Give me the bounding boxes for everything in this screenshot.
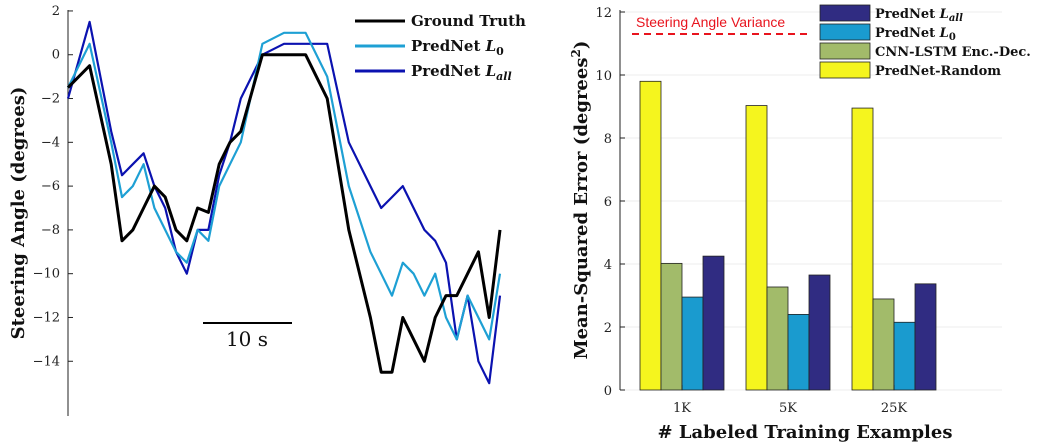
right-x-ticks: 1K 5K 25K [673, 385, 907, 416]
line-series-group [66, 20, 502, 385]
line-series-ground-truth [66, 53, 502, 374]
bar-25k-prednet-l- [893, 321, 916, 391]
right-legend: PredNet Lall PredNet L0 CNN-LSTM Enc.-De… [819, 4, 1031, 79]
right-y-tick-label: 8 [604, 132, 612, 147]
bar-1k-prednet-random [639, 80, 662, 391]
right-x-axis-label: # Labeled Training Examples [658, 422, 953, 443]
bar-5k-prednet-l- [787, 313, 810, 391]
right-y-tick-label: 4 [604, 258, 612, 273]
right-y-tick-label: 10 [595, 69, 612, 84]
legend-swatch-prednet-random [819, 61, 871, 79]
legend-label-prednet-lall: PredNet Lall [875, 7, 963, 24]
bar-25k-cnn-lstm-enc-dec- [872, 298, 895, 391]
left-y-tick-label: 0 [52, 48, 60, 63]
bar-5k-prednet-random [745, 105, 768, 391]
legend-label-prednet-l0: PredNet L0 [875, 26, 956, 43]
left-y-tick-label: 2 [52, 4, 60, 19]
bar-25k-prednet-l-all [914, 283, 937, 391]
left-y-tick-label: −6 [41, 179, 60, 194]
left-y-tick-label: −4 [41, 135, 60, 150]
scale-bar-label: 10 s [226, 327, 268, 351]
left-y-tick-label: −2 [41, 92, 60, 107]
bar-5k-prednet-l-all [808, 274, 831, 391]
right-y-tick-label: 2 [604, 321, 612, 336]
right-x-tick-label: 1K [673, 401, 691, 416]
bar-1k-prednet-l- [681, 296, 704, 391]
legend-label-prednet-lall: PredNet Lall [411, 62, 512, 83]
line-chart: 2 0 −2 −4 −6 −8 −10 −12 −14 Steering Angle (degr… [8, 4, 526, 416]
left-y-ticks: 2 0 −2 −4 −6 −8 −10 −12 −14 [33, 4, 73, 369]
bar-25k-prednet-random [851, 107, 874, 391]
right-x-tick-label: 5K [779, 401, 797, 416]
right-y-tick-label: 12 [595, 6, 612, 21]
bar-1k-cnn-lstm-enc-dec- [660, 262, 683, 391]
left-y-axis-label: Steering Angle (degrees) [8, 87, 29, 340]
legend-swatch-cnn-lstm [819, 42, 871, 60]
right-y-tick-label: 0 [604, 384, 612, 399]
right-y-tick-label: 6 [604, 195, 612, 210]
legend-label-ground-truth: Ground Truth [411, 12, 526, 30]
legend-swatch-prednet-l0 [819, 23, 871, 41]
line-series-prednet-l-all [66, 20, 502, 385]
legend-swatch-prednet-lall [819, 4, 871, 22]
left-y-tick-label: −14 [33, 354, 60, 369]
bar-group [639, 80, 937, 391]
right-x-tick-label: 25K [881, 401, 908, 416]
legend-label-cnn-lstm: CNN-LSTM Enc.-Dec. [875, 45, 1031, 60]
bar-1k-prednet-l-all [702, 255, 725, 391]
right-y-axis-label: Mean-Squared Error (degrees2) [569, 41, 592, 360]
legend-label-prednet-l0: PredNet L0 [411, 37, 504, 58]
variance-reference-label: Steering Angle Variance [636, 14, 785, 30]
bar-chart: 0 2 4 6 8 10 12 1K 5K 25K Mean-Squared Error (de… [569, 4, 1031, 443]
left-legend: Ground Truth PredNet L0 PredNet Lall [355, 12, 526, 83]
bar-5k-cnn-lstm-enc-dec- [766, 286, 789, 391]
left-y-tick-label: −8 [41, 223, 60, 238]
left-y-tick-label: −10 [33, 267, 60, 282]
legend-label-prednet-random: PredNet-Random [875, 64, 1001, 79]
left-y-tick-label: −12 [33, 310, 60, 325]
